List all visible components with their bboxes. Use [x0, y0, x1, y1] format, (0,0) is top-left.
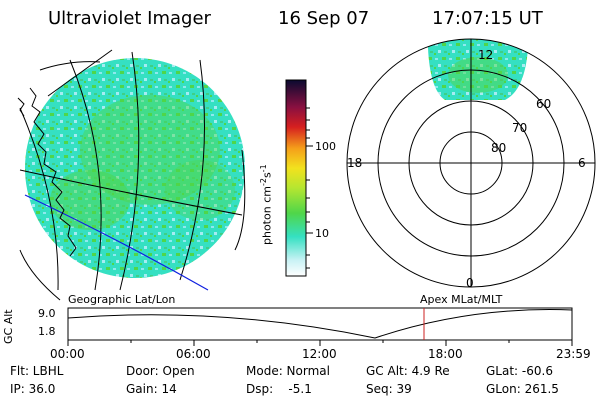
mlt-label-18: 18 [347, 156, 363, 170]
colorbar-ticks [306, 107, 313, 269]
xtick-2359: 23:59 [556, 347, 591, 361]
status-mode: Mode: Normal [246, 364, 330, 378]
status-seq: Seq: 39 [366, 382, 412, 396]
status-dsp: Dsp: -5.1 [246, 382, 312, 396]
xtick-0600: 06:00 [176, 347, 211, 361]
xtick-0000: 00:00 [50, 347, 85, 361]
blue-boundary-line [24, 194, 209, 291]
altitude-ytick-9: 9.0 [38, 307, 56, 320]
status-gain: Gain: 14 [126, 382, 177, 396]
colorbar-unit-label: photon cm-2s-1 [259, 164, 274, 245]
lat-label-60: 60 [536, 97, 552, 111]
coastline [29, 87, 77, 257]
lon-grid-lines [19, 51, 246, 291]
status-glon: GLon: 261.5 [486, 382, 559, 396]
colorbar [285, 79, 307, 277]
lat-label-70: 70 [512, 121, 528, 135]
altitude-curve [67, 309, 573, 339]
earth-disk-image [25, 58, 245, 278]
mlt-label-12: 12 [478, 48, 494, 62]
status-ip: IP: 36.0 [10, 382, 56, 396]
xtick-1200: 12:00 [302, 347, 337, 361]
time-label: 17:07:15 UT [432, 8, 543, 29]
lat-label-80: 80 [491, 141, 507, 155]
polar-caption: Apex MLat/MLT [420, 293, 503, 306]
altitude-plot [67, 307, 573, 346]
status-gc-alt: GC Alt: 4.9 Re [366, 364, 450, 378]
colorbar-tick-10: 10 [315, 227, 329, 240]
date-label: 16 Sep 07 [278, 8, 370, 29]
mlt-label-0: 0 [466, 276, 474, 290]
status-door: Door: Open [126, 364, 195, 378]
altitude-ylabel: GC Alt [2, 309, 15, 344]
left-map-caption: Geographic Lat/Lon [68, 293, 176, 306]
instrument-title: Ultraviolet Imager [48, 8, 211, 29]
lat-grid-lines [19, 49, 243, 301]
xtick-1800: 18:00 [428, 347, 463, 361]
polar-plot [346, 38, 596, 288]
mlt-label-6: 6 [578, 156, 586, 170]
altitude-ytick-1-8: 1.8 [38, 325, 56, 338]
status-glat: GLat: -60.6 [486, 364, 553, 378]
colorbar-tick-100: 100 [315, 140, 336, 153]
status-filter: Flt: LBHL [10, 364, 64, 378]
